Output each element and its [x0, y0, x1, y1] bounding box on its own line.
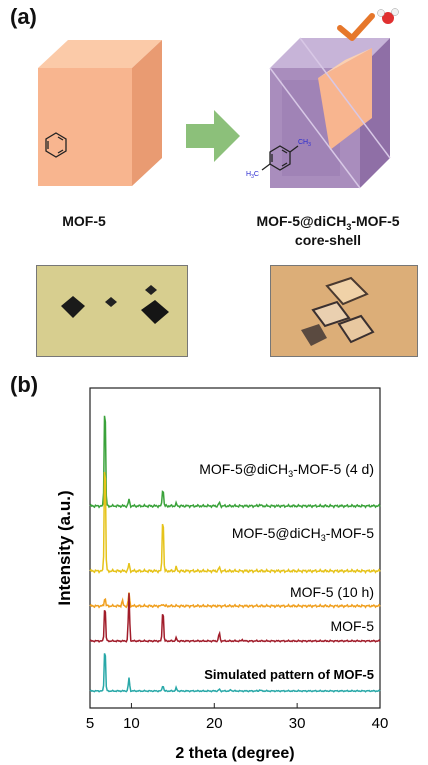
x-tick-label: 5 — [86, 715, 94, 732]
core-shell-cube — [269, 37, 391, 189]
series-label-5: Simulated pattern of MOF-5 — [204, 667, 374, 682]
cube-top-face — [38, 40, 162, 68]
x-tick-label: 20 — [206, 715, 223, 732]
mof5-caption: MOF-5 — [62, 213, 106, 229]
series-label-2: MOF-5@diCH3-MOF-5 — [232, 525, 374, 543]
core-shell-caption: MOF-5@diCH3-MOF-5 core-shell — [256, 213, 400, 248]
panel-a-illustration: CH3 H3C — [38, 8, 399, 189]
y-axis-label: Intensity (a.u.) — [55, 490, 74, 605]
panel-a-label: (a) — [10, 4, 37, 29]
series-label-4: MOF-5 — [330, 618, 374, 634]
panel-b-label: (b) — [10, 372, 39, 397]
mof5-micrograph — [36, 265, 188, 357]
methyl-left-label: H3C — [246, 171, 259, 180]
x-tick-label: 40 — [372, 715, 389, 732]
dimethylbenzene-icon — [261, 145, 299, 171]
series-line-3 — [89, 592, 381, 609]
cube-front-face — [38, 68, 132, 186]
mof5-cube — [38, 40, 162, 186]
core-shell-micrograph — [270, 265, 418, 357]
cube-side-face — [132, 40, 162, 186]
series-label-3: MOF-5 (10 h) — [290, 584, 374, 600]
series-line-5 — [89, 653, 381, 693]
x-tick-label: 30 — [289, 715, 306, 732]
xrd-chart: 5 10 20 30 40 Intensity (a.u.) 2 theta (degr… — [55, 387, 389, 762]
right-arrow-icon — [186, 110, 240, 162]
series-line-4 — [89, 593, 381, 644]
plot-frame — [89, 387, 381, 709]
series-line-2 — [89, 471, 381, 575]
methyl-right-label: CH3 — [298, 139, 311, 148]
water-molecule-icon — [377, 8, 399, 24]
x-axis-label: 2 theta (degree) — [175, 745, 294, 762]
x-tick-label: 10 — [123, 715, 140, 732]
benzene-icon — [45, 132, 67, 158]
check-icon — [337, 13, 375, 41]
series-line-1 — [89, 415, 381, 509]
series-label-1: MOF-5@diCH3-MOF-5 (4 d) — [199, 461, 374, 479]
